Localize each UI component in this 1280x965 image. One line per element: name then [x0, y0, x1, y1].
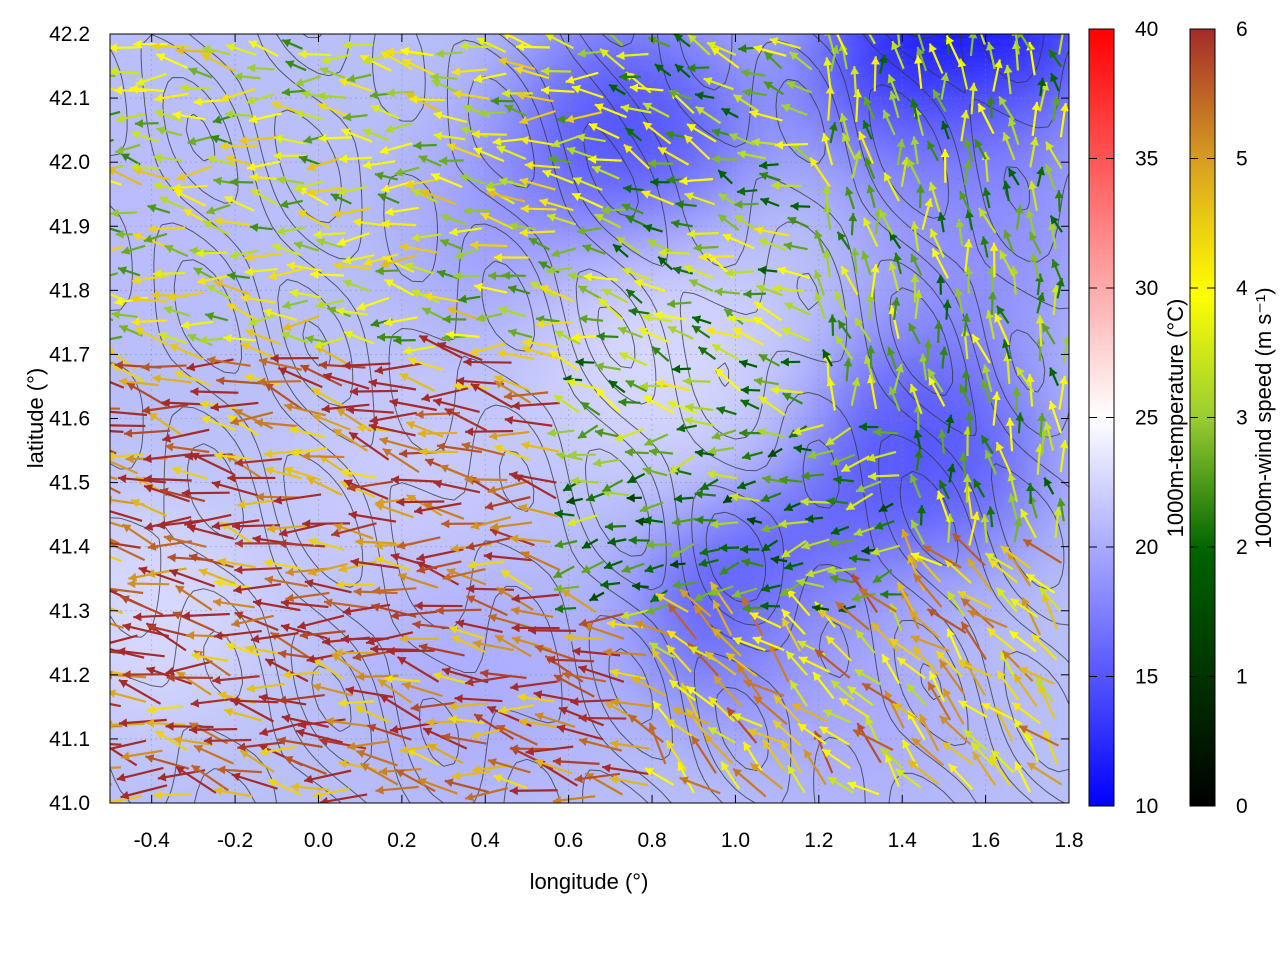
wind-tick-label-3: 3 — [1236, 407, 1248, 430]
temperature-tick-label-3: 25 — [1135, 407, 1158, 430]
y-tick-label-12: 42.2 — [49, 23, 90, 46]
wind-tick-label-1: 1 — [1236, 666, 1248, 689]
wind-tick-label-4: 4 — [1236, 277, 1248, 300]
y-tick-label-0: 41.0 — [49, 792, 90, 815]
wind-vector-33 — [79, 45, 113, 54]
x-tick-label-8: 1.2 — [804, 829, 833, 852]
temperature-tick-label-0: 10 — [1135, 795, 1158, 818]
x-tick-label-0: -0.4 — [134, 829, 171, 852]
y-tick-label-1: 41.1 — [49, 728, 90, 751]
wind-tick-label-6: 6 — [1236, 18, 1248, 41]
x-tick-label-6: 0.8 — [637, 829, 666, 852]
y-axis-label: latitude (°) — [23, 368, 48, 469]
x-axis-label: longitude (°) — [530, 869, 649, 894]
y-tick-label-5: 41.5 — [49, 472, 90, 495]
wind-vector-0 — [75, 767, 112, 785]
wind-tick-label-2: 2 — [1236, 536, 1248, 559]
temperature-tick-label-6: 40 — [1135, 18, 1158, 41]
y-tick-label-8: 41.8 — [49, 279, 90, 302]
y-tick-label-2: 41.2 — [49, 664, 90, 687]
y-tick-label-11: 42.1 — [49, 87, 90, 110]
y-tick-label-7: 41.7 — [49, 343, 90, 366]
wind-tick-label-0: 0 — [1236, 795, 1248, 818]
x-tick-label-3: 0.2 — [387, 829, 416, 852]
temperature-tick-label-5: 35 — [1135, 148, 1158, 171]
x-tick-label-1: -0.2 — [217, 829, 253, 852]
x-tick-label-7: 1.0 — [721, 829, 750, 852]
temperature-colorbar-label: 1000m-temperature (°C) — [1163, 299, 1188, 538]
y-tick-label-6: 41.6 — [49, 408, 90, 431]
y-tick-label-4: 41.4 — [49, 536, 90, 559]
x-tick-label-10: 1.6 — [971, 829, 1000, 852]
x-tick-label-5: 0.6 — [554, 829, 583, 852]
temperature-tick-label-4: 30 — [1135, 277, 1158, 300]
y-tick-label-9: 41.9 — [49, 215, 90, 238]
temperature-tick-label-2: 20 — [1135, 536, 1158, 559]
wind-colorbar: 0 1 2 3 4 5 6 1000m-wind speed (m s⁻¹) — [1190, 18, 1276, 818]
temperature-tick-label-1: 15 — [1135, 666, 1158, 689]
wind-tick-label-5: 5 — [1236, 148, 1248, 171]
temperature-colorbar: 10 15 20 25 30 35 40 1000m-temperature (°C) — [1089, 18, 1188, 818]
x-tick-label-2: 0.0 — [304, 829, 333, 852]
wind-vector-26 — [82, 201, 113, 213]
x-tick-label-4: 0.4 — [471, 829, 501, 852]
y-tick-label-3: 41.3 — [49, 600, 90, 623]
x-tick-label-11: 1.8 — [1054, 829, 1083, 852]
y-tick-label-10: 42.0 — [49, 151, 90, 174]
wind-colorbar-label: 1000m-wind speed (m s⁻¹) — [1251, 287, 1276, 548]
x-tick-label-9: 1.4 — [888, 829, 918, 852]
